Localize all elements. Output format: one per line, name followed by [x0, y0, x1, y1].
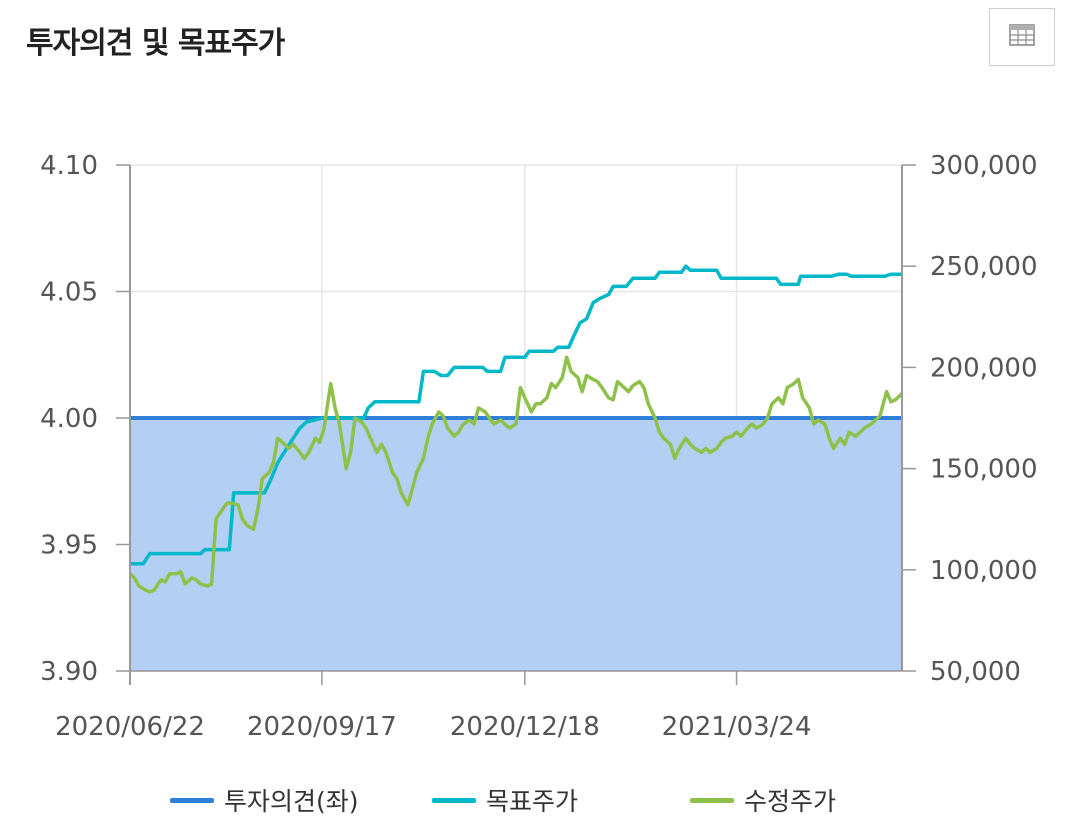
adjusted-price-line	[128, 355, 904, 594]
x-tick-label: 2020/09/17	[247, 712, 397, 742]
table-icon	[1009, 24, 1035, 50]
x-tick-label: 2020/12/18	[450, 712, 600, 742]
chart-legend: 투자의견(좌) 목표주가 수정주가	[0, 780, 1080, 820]
chart-plot: 4.10 4.05 4.00 3.95 3.90 300,000 250,000 200,00…	[40, 151, 1037, 742]
chart-series	[128, 264, 904, 594]
legend-swatch-adjusted	[690, 797, 734, 803]
y-left-tick-label: 4.10	[40, 151, 98, 181]
legend-label-target: 목표주가	[486, 787, 579, 816]
legend-item-opinion[interactable]: 투자의견(좌)	[170, 780, 359, 820]
y-right-tick-label: 100,000	[930, 556, 1038, 586]
y-left-tick-label: 3.90	[40, 657, 98, 687]
y-left-tick-label: 4.05	[40, 278, 98, 308]
y-right-tick-label: 200,000	[930, 353, 1038, 383]
legend-item-target[interactable]: 목표주가	[432, 780, 578, 820]
legend-label-opinion: 투자의견(좌)	[224, 787, 359, 816]
legend-swatch-opinion	[170, 797, 214, 803]
y-left-tick-label: 4.00	[40, 404, 98, 434]
x-tick-label: 2020/06/22	[55, 712, 205, 742]
y-left-tick-label: 3.95	[40, 531, 98, 561]
chart-axes: 4.10 4.05 4.00 3.95 3.90 300,000 250,000 200,00…	[40, 151, 1037, 742]
y-right-tick-label: 300,000	[930, 151, 1038, 181]
y-right-tick-label: 50,000	[930, 657, 1021, 687]
legend-swatch-target	[432, 797, 476, 803]
page-title: 투자의견 및 목표주가	[26, 26, 285, 61]
legend-label-adjusted: 수정주가	[744, 787, 837, 816]
table-view-button[interactable]	[989, 8, 1055, 66]
opinion-area	[130, 418, 902, 671]
legend-item-adjusted[interactable]: 수정주가	[690, 780, 836, 820]
x-tick-label: 2021/03/24	[662, 712, 812, 742]
opinion-area-fill	[130, 418, 902, 671]
y-right-tick-label: 250,000	[930, 252, 1038, 282]
y-right-tick-label: 150,000	[930, 455, 1038, 485]
